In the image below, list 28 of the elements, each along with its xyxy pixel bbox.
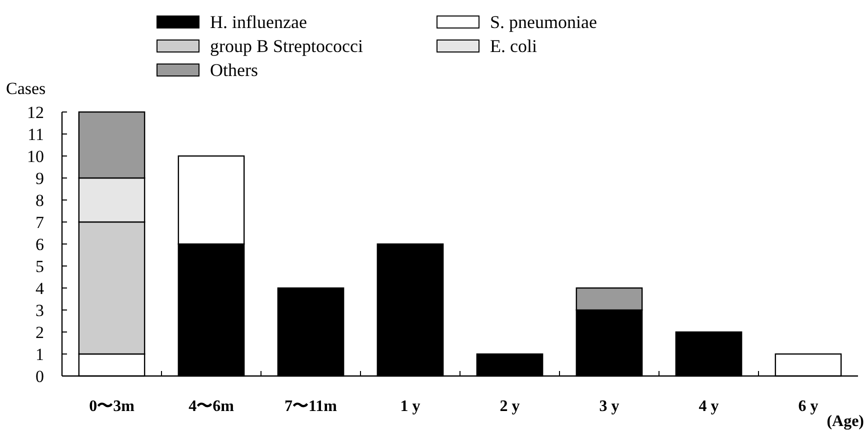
y-tick-label: 3 [36, 300, 44, 320]
x-tick-label: 7〜11m [284, 398, 338, 415]
x-tick-label: 4 y [698, 398, 719, 415]
x-tick-label: 1 y [400, 398, 420, 415]
y-tick-label: 0 [36, 366, 44, 386]
x-axis-title: (Age) [826, 413, 864, 430]
y-tick-label: 12 [27, 102, 44, 122]
y-tick-label: 11 [28, 124, 44, 144]
x-tick-label: 6 y [798, 398, 818, 415]
y-tick-label: 6 [36, 234, 44, 254]
x-tick-label: 2 y [500, 398, 520, 415]
x-tick-label: 3 y [599, 398, 620, 415]
legend-label: Others [210, 60, 258, 80]
legend-label: E. coli [490, 36, 537, 56]
x-tick-label: 4〜6m [188, 398, 235, 415]
y-tick-label: 2 [36, 322, 44, 342]
y-tick-label: 9 [36, 168, 44, 188]
y-tick-label: 7 [36, 212, 44, 232]
y-axis-title: Cases [6, 79, 46, 98]
y-tick-label: 8 [36, 190, 44, 210]
y-tick-label: 4 [36, 278, 44, 298]
legend-label: H. influenzae [210, 12, 307, 32]
y-tick-label: 10 [27, 146, 44, 166]
legend-label: group B Streptococci [210, 36, 363, 56]
x-tick-label: 0〜3m [89, 398, 136, 415]
y-tick-label: 5 [36, 256, 44, 276]
legend-label: S. pneumoniae [490, 12, 597, 32]
y-tick-label: 1 [36, 344, 44, 364]
